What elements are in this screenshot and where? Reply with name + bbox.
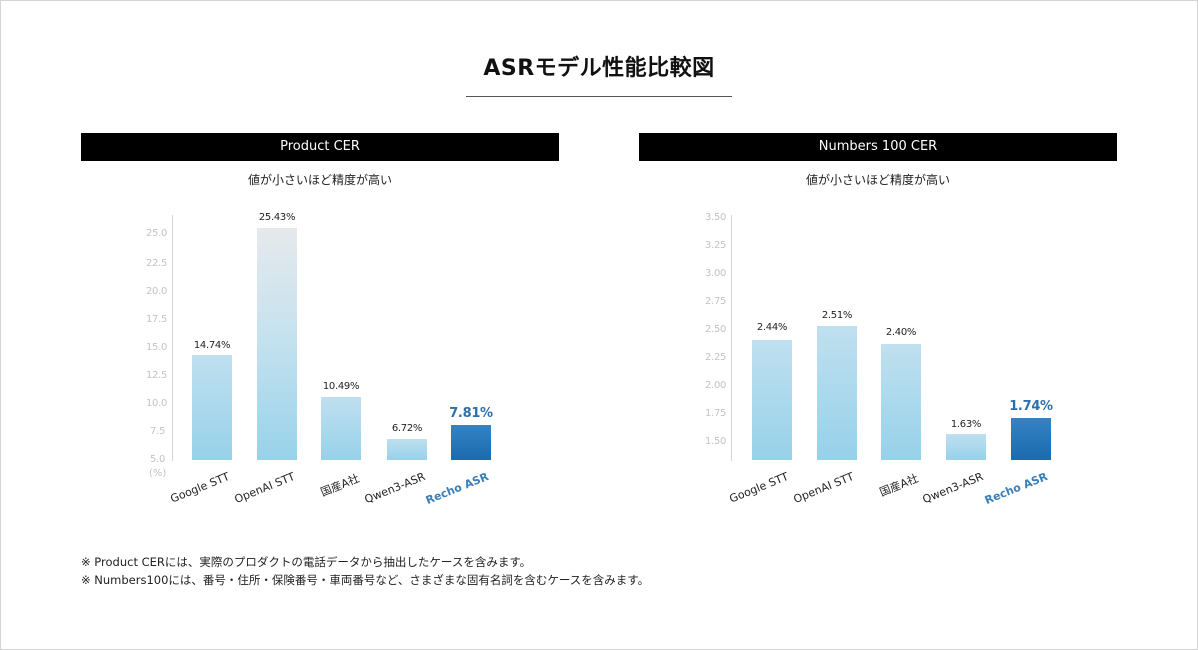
bar-recho-asr: [451, 425, 491, 460]
bar-qwen3-asr: [387, 439, 427, 460]
y-unit-label: (%): [149, 468, 167, 479]
bar-recho-asr: [1011, 418, 1051, 460]
bar-google-stt: [192, 355, 232, 460]
bar-value: 10.49%: [322, 381, 360, 392]
bar-value: 2.51%: [821, 310, 853, 321]
bar-value: 25.43%: [258, 212, 296, 223]
bar-value: 6.72%: [391, 423, 423, 434]
bar-domestic-a: [881, 344, 921, 460]
y-tick: 2.00: [705, 380, 727, 391]
y-axis-line: [172, 215, 173, 461]
y-tick: 3.50: [705, 212, 727, 223]
y-tick: 12.5: [146, 370, 168, 381]
page-title: ASRモデル性能比較図: [483, 56, 715, 81]
y-tick: 25.0: [146, 228, 168, 239]
y-tick: 2.75: [705, 296, 727, 307]
y-tick: 15.0: [146, 342, 168, 353]
y-tick: 5.0: [150, 454, 166, 465]
y-tick: 20.0: [146, 286, 168, 297]
bar-openai-stt: [817, 326, 857, 460]
y-axis-line: [731, 215, 732, 461]
bar-qwen3-asr: [946, 434, 986, 460]
bar-value-highlight: 1.74%: [1009, 399, 1053, 414]
bar-value-highlight: 7.81%: [449, 406, 493, 421]
panel-subtitle: 値が小さいほど精度が高い: [247, 173, 392, 187]
bar-google-stt: [752, 340, 792, 460]
bar-value: 14.74%: [193, 340, 231, 351]
bar-value: 2.40%: [885, 327, 917, 338]
y-tick: 17.5: [146, 314, 168, 325]
y-tick: 10.0: [146, 398, 168, 409]
y-tick: 2.50: [705, 324, 727, 335]
footnote-product-cer: ※ Product CERには、実際のプロダクトの電話データから抽出したケースを…: [81, 555, 532, 569]
bar-value: 1.63%: [950, 419, 982, 430]
panel-header: Product CER: [81, 133, 559, 161]
y-tick: 3.25: [705, 240, 727, 251]
panel-subtitle: 値が小さいほど精度が高い: [805, 173, 950, 187]
y-tick: 1.75: [705, 408, 727, 419]
panel-header: Numbers 100 CER: [639, 133, 1117, 161]
y-tick: 22.5: [146, 258, 168, 269]
y-tick: 7.5: [150, 426, 166, 437]
bar-openai-stt: [257, 228, 297, 460]
title-underline: [466, 96, 732, 97]
y-tick: 3.00: [705, 268, 727, 279]
bar-domestic-a: [321, 397, 361, 460]
bar-value: 2.44%: [756, 322, 788, 333]
footnote-numbers100: ※ Numbers100には、番号・住所・保険番号・車両番号など、さまざまな固有…: [81, 573, 650, 587]
y-tick: 1.50: [705, 436, 727, 447]
y-tick: 2.25: [705, 352, 727, 363]
